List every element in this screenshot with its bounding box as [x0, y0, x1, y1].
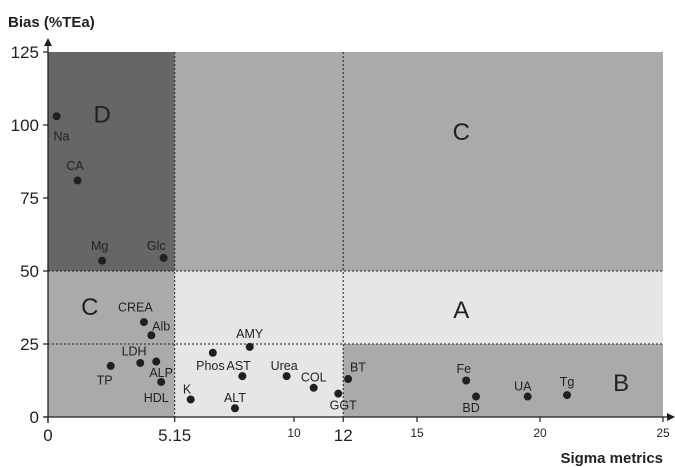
point-label-mg: Mg — [91, 239, 108, 253]
x-tick-label-25: 25 — [656, 426, 670, 440]
point-label-bt: BT — [350, 360, 366, 374]
point-label-tg: Tg — [560, 375, 575, 389]
y-tick-label-50: 50 — [20, 262, 39, 281]
y-tick-label-100: 100 — [11, 116, 39, 135]
x-axis-title: Sigma metrics — [560, 450, 663, 467]
point-fe — [462, 376, 471, 385]
point-ast — [238, 372, 247, 381]
point-crea — [139, 318, 148, 327]
point-na — [52, 112, 61, 121]
point-label-na: Na — [54, 130, 70, 144]
axes-layer: 0 25 50 75 100 125 0 5.15 10 12 15 20 25 — [11, 38, 675, 445]
y-tick-label-0: 0 — [30, 408, 39, 427]
x-tick-label-10: 10 — [287, 426, 301, 440]
x-tick-label-12: 12 — [334, 426, 353, 445]
region-0 — [48, 52, 175, 271]
point-ca — [73, 176, 82, 185]
point-phos — [208, 348, 217, 357]
region-labels-layer: D C C A B — [81, 101, 629, 397]
region-4 — [174, 344, 344, 417]
point-label-alb: Alb — [152, 319, 170, 333]
point-label-urea: Urea — [271, 359, 298, 373]
dividers-layer — [48, 52, 663, 417]
point-alb — [147, 331, 156, 340]
point-ua — [523, 392, 532, 401]
x-tick-label-0: 0 — [43, 426, 52, 445]
point-label-alp: ALP — [149, 366, 173, 380]
point-ggt — [334, 389, 343, 398]
region-label-A-3: A — [453, 297, 469, 324]
y-axis-title: Bias (%TEa) — [8, 14, 95, 31]
y-tick-label-75: 75 — [20, 189, 39, 208]
point-alt — [230, 404, 239, 413]
point-tg — [563, 391, 572, 400]
region-label-C-2: C — [81, 294, 98, 321]
point-label-amy: AMY — [236, 327, 264, 341]
point-bt — [344, 375, 353, 384]
point-label-col: COL — [301, 371, 327, 385]
point-label-alt: ALT — [224, 391, 246, 405]
point-label-ldh: LDH — [122, 344, 147, 358]
point-label-ua: UA — [514, 379, 532, 393]
point-glc — [159, 253, 168, 262]
point-bd — [472, 392, 481, 401]
point-label-crea: CREA — [118, 301, 153, 315]
point-tp — [106, 361, 115, 370]
point-amy — [245, 342, 254, 351]
point-ldh — [136, 358, 145, 367]
point-label-phos: Phos — [196, 359, 225, 373]
x-tick-label-20: 20 — [533, 426, 547, 440]
point-col — [309, 383, 318, 392]
y-tick-label-25: 25 — [20, 335, 39, 354]
x-tick-label-15: 15 — [410, 426, 424, 440]
point-hdl — [157, 377, 166, 386]
point-k — [186, 395, 195, 404]
point-label-glc: Glc — [147, 239, 166, 253]
region-3 — [174, 271, 663, 344]
point-label-ast: AST — [226, 359, 251, 373]
point-label-bd: BD — [462, 401, 479, 415]
point-label-k: K — [183, 382, 192, 396]
point-label-ca: CA — [66, 159, 84, 173]
regions-layer — [48, 52, 663, 417]
point-label-fe: Fe — [456, 362, 471, 376]
point-mg — [98, 256, 107, 265]
point-urea — [282, 372, 291, 381]
point-label-hdl: HDL — [144, 391, 169, 405]
x-tick-label-5.15: 5.15 — [158, 426, 191, 445]
y-axis-arrow — [44, 38, 52, 46]
region-1 — [174, 52, 663, 271]
y-tick-label-125: 125 — [11, 43, 39, 62]
region-5 — [343, 344, 663, 417]
point-label-ggt: GGT — [330, 398, 357, 412]
region-label-D-0: D — [93, 101, 110, 128]
point-alp — [152, 357, 161, 366]
region-label-B-4: B — [613, 370, 629, 397]
x-axis-arrow — [667, 413, 675, 421]
region-label-C-1: C — [453, 119, 470, 146]
point-label-tp: TP — [97, 374, 113, 388]
